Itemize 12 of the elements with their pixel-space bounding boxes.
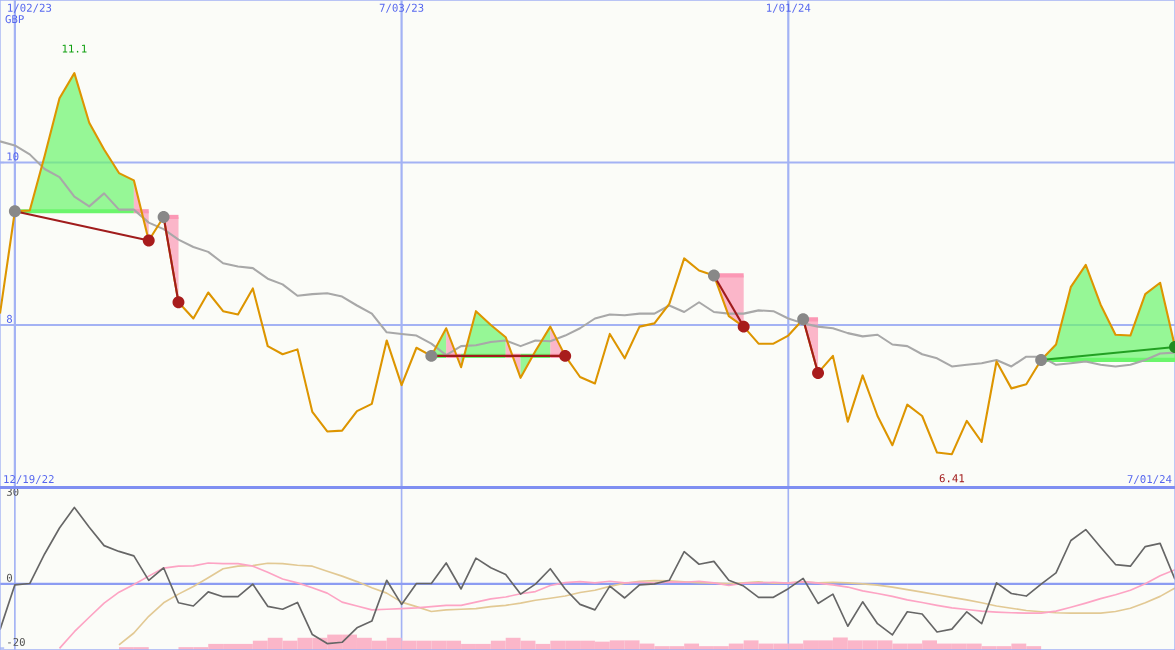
y-tick-label: 8 <box>6 314 12 323</box>
x-tick-label: 7/03/23 <box>379 3 424 13</box>
y-tick-label: -20 <box>8 637 25 646</box>
x-tick-label: 1/02/23 <box>8 3 52 13</box>
annotation: 12/19/22 <box>4 475 54 484</box>
y-axis-title: GBP <box>5 15 24 24</box>
annotation: 11.1 <box>62 44 87 53</box>
y-tick-label: 10 <box>7 152 19 161</box>
annotation: 6.41 <box>939 474 965 483</box>
x-tick-label: 1/01/24 <box>767 3 811 13</box>
y-tick-label: 0 <box>6 573 12 582</box>
annotation: 7/01/24 <box>1127 475 1172 484</box>
